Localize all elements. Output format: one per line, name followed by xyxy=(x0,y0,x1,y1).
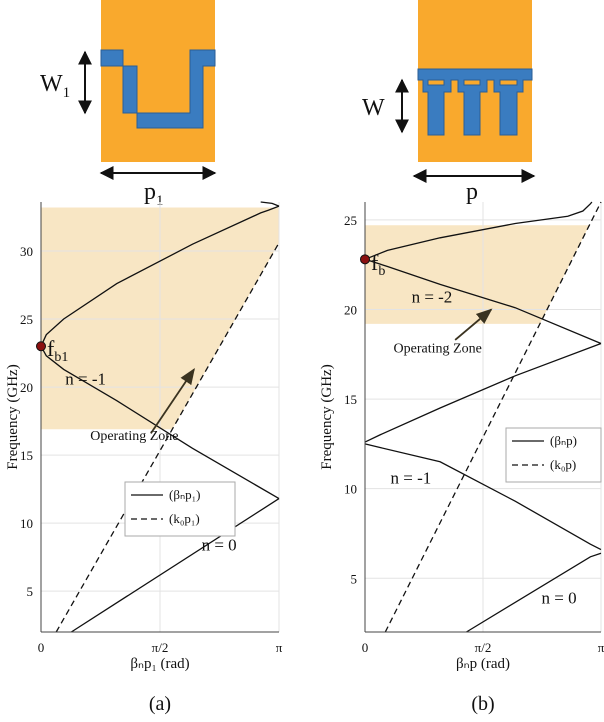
chart-b-annotation-3: n = 0 xyxy=(542,588,577,607)
chart-b-legend-label-0: (βₙp) xyxy=(550,433,577,448)
chart-b-ytick-label-0: 5 xyxy=(351,571,358,586)
unit-cell-b-height-label: W xyxy=(362,95,385,121)
chart-b-series-2 xyxy=(364,342,602,443)
chart-a-ytick-label-2: 15 xyxy=(20,448,33,463)
chart-b-series-4 xyxy=(364,201,593,260)
chart-a-ytick-label-0: 5 xyxy=(27,584,34,599)
chart-a: 5 10 15 20 25 30 0 π/2 π fb1 n = -1 n = 0 Operating … xyxy=(5,201,283,715)
chart-b-ytick-label-2: 15 xyxy=(344,392,357,407)
chart-b-series-0 xyxy=(466,552,602,633)
chart-a-panel-label: (a) xyxy=(149,693,171,715)
chart-b-annotation-0: fb xyxy=(371,250,385,279)
chart-a-ytick-label-1: 10 xyxy=(20,516,33,531)
chart-a-ytick-label-4: 25 xyxy=(20,312,33,327)
chart-b-legend xyxy=(505,427,602,483)
chart-b-series-3 xyxy=(364,258,602,345)
unit-cell-a-height-label: W1 xyxy=(40,71,70,101)
unit-cell-b-substrate xyxy=(418,0,532,162)
chart-a-legend-label-0: (βₙp₁) xyxy=(169,487,200,502)
unit-cell-b-strip xyxy=(417,68,533,136)
chart-a-series-4 xyxy=(55,242,280,633)
chart-a-bragg-marker xyxy=(36,341,46,352)
chart-a-legend xyxy=(124,481,236,537)
chart-b-bragg-marker xyxy=(360,254,370,265)
chart-a-ytick-label-3: 20 xyxy=(20,380,33,395)
chart-a-annotation-2: n = 0 xyxy=(202,535,237,554)
unit-cell-a-period-label: p1 xyxy=(144,179,164,209)
chart-a-plot-area: 5 10 15 20 25 30 0 π/2 π fb1 n = -1 n = 0 Operating … xyxy=(20,201,283,655)
chart-b-annotation-4: Operating Zone xyxy=(394,342,482,357)
chart-a-xlabel: βₙp₁ (rad) xyxy=(130,656,189,672)
chart-b-xtick-label-2: π xyxy=(598,640,604,655)
unit-cell-a: W1 p1 xyxy=(40,0,217,209)
chart-a-legend-label-1: (k₀p₁) xyxy=(169,511,200,526)
chart-b-annotation-1: n = -2 xyxy=(412,287,453,306)
chart-a-annotation-1: n = -1 xyxy=(65,369,106,388)
chart-a-series-1 xyxy=(40,205,280,347)
chart-a-xtick-label-1: π/2 xyxy=(152,640,169,655)
chart-b-xlabel: βₙp (rad) xyxy=(456,656,510,672)
chart-a-xtick-label-0: 0 xyxy=(38,640,45,655)
chart-a-series-3 xyxy=(260,201,280,207)
chart-a-zone-arrow xyxy=(150,368,195,434)
chart-b-panel-label: (b) xyxy=(471,693,494,715)
chart-b: 5 10 15 20 25 0 π/2 π fb n = -2 n = -1 n = 0 Operati… xyxy=(319,201,604,715)
chart-b-ytick-label-1: 10 xyxy=(344,482,357,497)
chart-b-operating-zone xyxy=(365,225,590,324)
chart-b-series-5 xyxy=(384,201,602,633)
unit-cell-b-period-label: p xyxy=(466,179,478,205)
chart-b-zone-arrow xyxy=(454,308,493,341)
chart-a-ytick-label-5: 30 xyxy=(20,244,33,259)
unit-cell-b: W p xyxy=(362,0,536,205)
chart-a-series-0 xyxy=(70,498,280,633)
chart-b-legend-label-1: (k₀p) xyxy=(550,457,576,472)
chart-a-annotation-3: Operating Zone xyxy=(90,429,178,444)
chart-a-series-2 xyxy=(40,345,280,500)
chart-b-ytick-label-3: 20 xyxy=(344,303,357,318)
chart-b-plot-area: 5 10 15 20 25 0 π/2 π fb n = -2 n = -1 n = 0 Operati… xyxy=(344,201,604,655)
chart-b-annotation-2: n = -1 xyxy=(391,468,432,487)
chart-b-xtick-label-1: π/2 xyxy=(475,640,492,655)
chart-b-ylabel: Frequency (GHz) xyxy=(319,364,335,469)
unit-cell-a-strip xyxy=(100,49,216,129)
chart-b-series-1 xyxy=(364,443,602,551)
chart-b-ytick-label-4: 25 xyxy=(344,213,357,228)
chart-b-xtick-label-0: 0 xyxy=(362,640,369,655)
chart-a-annotation-0: fb1 xyxy=(47,336,68,365)
chart-a-xtick-label-2: π xyxy=(276,640,283,655)
chart-a-ylabel: Frequency (GHz) xyxy=(5,364,21,469)
